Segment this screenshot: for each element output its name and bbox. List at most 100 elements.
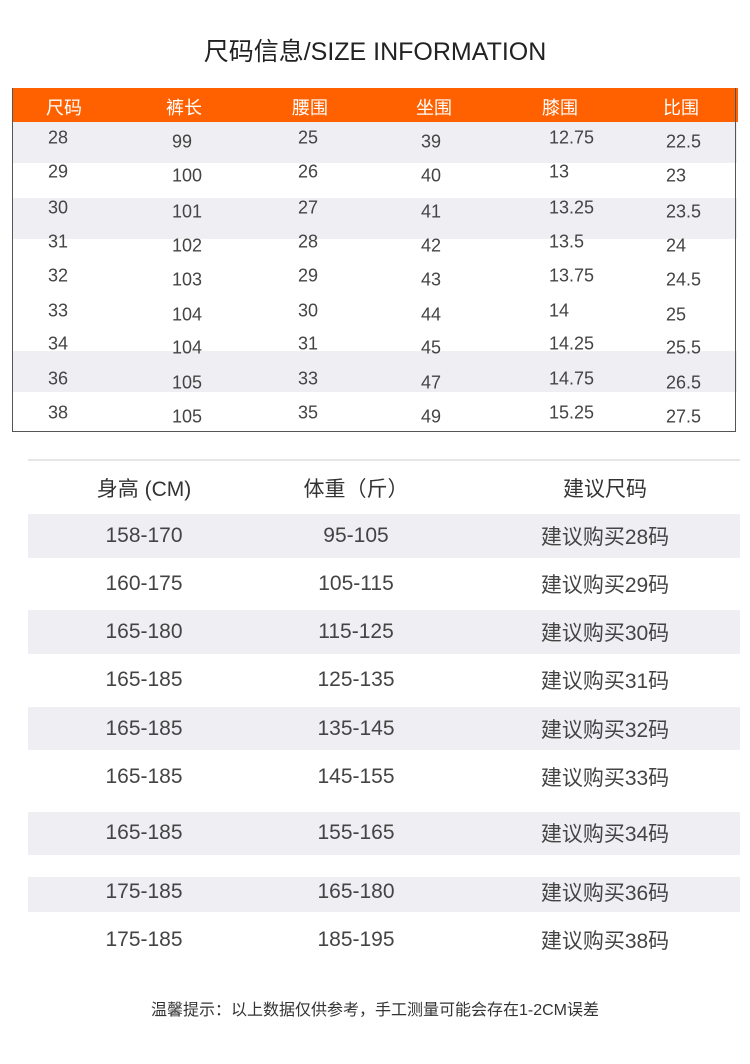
size-cell: 22.5	[666, 131, 702, 152]
size-cell: 23.5	[666, 201, 702, 222]
size-cell: 30	[48, 197, 69, 218]
size-cell: 33	[298, 368, 319, 389]
size-cell: 29	[48, 161, 69, 182]
size-cell: 104	[172, 337, 203, 358]
recommend-cell: 165-185	[105, 668, 183, 691]
size-cell: 35	[298, 402, 319, 423]
recommend-column-header: 体重（斤）	[303, 478, 409, 501]
recommend-cell: 145-155	[317, 765, 395, 788]
size-cell: 33	[48, 300, 69, 321]
row-band	[28, 812, 740, 855]
size-cell: 100	[172, 165, 203, 186]
size-cell: 25	[666, 304, 687, 325]
size-cell: 28	[48, 127, 69, 148]
recommend-cell: 建议购买32码	[540, 719, 670, 742]
recommend-cell: 160-175	[105, 572, 183, 595]
recommend-cell: 建议购买36码	[540, 882, 670, 905]
size-cell: 43	[421, 269, 442, 290]
recommend-cell: 175-185	[105, 928, 183, 951]
recommend-cell: 建议购买28码	[540, 526, 670, 549]
size-cell: 13	[549, 161, 570, 182]
size-column-header: 尺码	[46, 98, 82, 118]
recommend-column-header: 建议尺码	[563, 478, 647, 501]
size-cell: 30	[298, 300, 319, 321]
size-cell: 25	[298, 127, 319, 148]
recommend-cell: 建议购买38码	[540, 930, 670, 953]
row-band	[13, 122, 737, 163]
size-cell: 26	[298, 161, 319, 182]
size-cell: 14.25	[549, 333, 595, 354]
size-cell: 36	[48, 368, 69, 389]
size-cell: 31	[48, 231, 69, 252]
size-cell: 40	[421, 165, 442, 186]
size-cell: 23	[666, 165, 687, 186]
size-cell: 25.5	[666, 337, 702, 358]
recommend-cell: 155-165	[317, 821, 395, 844]
size-cell: 13.75	[549, 265, 595, 286]
size-cell: 101	[172, 201, 203, 222]
size-cell: 14	[549, 300, 570, 321]
recommend-cell: 165-180	[105, 620, 183, 643]
row-band	[28, 514, 740, 558]
recommend-cell: 165-180	[317, 880, 395, 903]
recommend-cell: 建议购买29码	[540, 574, 670, 597]
footnote: 温馨提示：以上数据仅供参考，手工测量可能会存在1-2CM误差	[150, 1002, 599, 1019]
recommend-cell: 135-145	[317, 717, 395, 740]
recommend-column-header: 身高 (CM)	[96, 478, 192, 501]
recommend-cell: 158-170	[105, 524, 183, 547]
size-cell: 26.5	[666, 372, 702, 393]
size-cell: 13.5	[549, 231, 585, 252]
size-cell: 24.5	[666, 269, 702, 290]
size-cell: 14.75	[549, 368, 595, 389]
row-band	[13, 198, 737, 239]
row-band	[28, 610, 740, 654]
size-table-header	[12, 88, 738, 122]
size-cell: 13.25	[549, 197, 595, 218]
recommend-cell: 建议购买31码	[540, 670, 670, 693]
size-cell: 27	[298, 197, 319, 218]
size-cell: 49	[421, 406, 442, 427]
row-band	[28, 877, 740, 912]
recommend-cell: 185-195	[317, 928, 395, 951]
recommend-cell: 125-135	[317, 668, 395, 691]
size-cell: 12.75	[549, 127, 595, 148]
size-cell: 45	[421, 337, 442, 358]
size-cell: 42	[421, 235, 442, 256]
size-cell: 103	[172, 269, 203, 290]
size-column-header: 膝围	[542, 98, 578, 118]
size-table-border	[12, 88, 736, 432]
size-cell: 47	[421, 372, 442, 393]
recommend-cell: 建议购买33码	[540, 767, 670, 790]
recommend-cell: 115-125	[318, 620, 394, 643]
page-title: 尺码信息/SIZE INFORMATION	[203, 38, 547, 66]
size-cell: 24	[666, 235, 687, 256]
size-cell: 105	[172, 406, 203, 427]
recommend-cell: 建议购买34码	[540, 823, 670, 846]
size-column-header: 裤长	[166, 98, 202, 118]
size-cell: 31	[298, 333, 319, 354]
recommend-cell: 165-185	[105, 717, 183, 740]
size-cell: 105	[172, 372, 203, 393]
size-cell: 15.25	[549, 402, 595, 423]
size-cell: 32	[48, 265, 69, 286]
size-cell: 41	[421, 201, 442, 222]
recommend-cell: 165-185	[105, 821, 183, 844]
size-cell: 29	[298, 265, 319, 286]
recommend-cell: 95-105	[323, 524, 389, 547]
recommend-cell: 105-115	[318, 572, 394, 595]
size-cell: 39	[421, 131, 442, 152]
size-cell: 104	[172, 304, 203, 325]
size-cell: 44	[421, 304, 442, 325]
row-band	[13, 351, 737, 392]
size-column-header: 比围	[663, 98, 699, 118]
size-cell: 27.5	[666, 406, 702, 427]
divider	[28, 459, 740, 461]
size-cell: 34	[48, 333, 69, 354]
recommend-cell: 175-185	[105, 880, 183, 903]
size-cell: 28	[298, 231, 319, 252]
recommend-cell: 建议购买30码	[540, 622, 670, 645]
row-band	[28, 707, 740, 750]
recommend-cell: 165-185	[105, 765, 183, 788]
size-cell: 102	[172, 235, 203, 256]
size-cell: 38	[48, 402, 69, 423]
